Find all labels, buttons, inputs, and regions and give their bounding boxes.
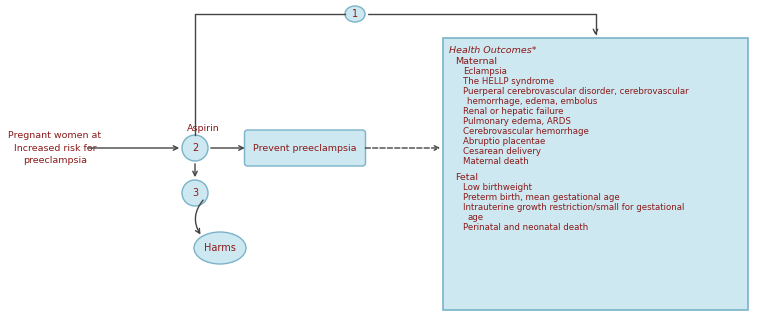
- Ellipse shape: [182, 180, 208, 206]
- Text: 2: 2: [192, 143, 198, 153]
- Text: Pulmonary edema, ARDS: Pulmonary edema, ARDS: [463, 117, 571, 126]
- Text: Maternal: Maternal: [455, 57, 497, 66]
- Text: Health Outcomes*: Health Outcomes*: [449, 46, 537, 55]
- Text: Eclampsia: Eclampsia: [463, 67, 507, 76]
- Text: Maternal death: Maternal death: [463, 157, 529, 166]
- FancyBboxPatch shape: [443, 38, 748, 310]
- Ellipse shape: [182, 135, 208, 161]
- Text: Aspirin: Aspirin: [186, 124, 219, 132]
- Text: hemorrhage, edema, embolus: hemorrhage, edema, embolus: [467, 97, 597, 106]
- Text: Renal or hepatic failure: Renal or hepatic failure: [463, 107, 563, 116]
- Text: Cerebrovascular hemorrhage: Cerebrovascular hemorrhage: [463, 127, 589, 136]
- Ellipse shape: [194, 232, 246, 264]
- Text: Prevent preeclampsia: Prevent preeclampsia: [253, 144, 357, 153]
- Text: Perinatal and neonatal death: Perinatal and neonatal death: [463, 223, 588, 232]
- Text: Pregnant women at
Increased risk for
preeclampsia: Pregnant women at Increased risk for pre…: [8, 131, 102, 165]
- Text: age: age: [467, 213, 483, 222]
- Text: 1: 1: [352, 9, 358, 19]
- Text: Intrauterine growth restriction/small for gestational: Intrauterine growth restriction/small fo…: [463, 203, 684, 212]
- Text: 3: 3: [192, 188, 198, 198]
- Text: Harms: Harms: [204, 243, 236, 253]
- Text: Abruptio placentae: Abruptio placentae: [463, 137, 545, 146]
- Text: Puerperal cerebrovascular disorder, cerebrovascular: Puerperal cerebrovascular disorder, cere…: [463, 87, 688, 96]
- Ellipse shape: [345, 6, 365, 22]
- Text: Cesarean delivery: Cesarean delivery: [463, 147, 541, 156]
- FancyBboxPatch shape: [245, 130, 365, 166]
- Text: Preterm birth, mean gestational age: Preterm birth, mean gestational age: [463, 193, 620, 202]
- Text: Fetal: Fetal: [455, 173, 478, 182]
- Text: The HELLP syndrome: The HELLP syndrome: [463, 77, 554, 86]
- Text: Low birthweight: Low birthweight: [463, 183, 532, 192]
